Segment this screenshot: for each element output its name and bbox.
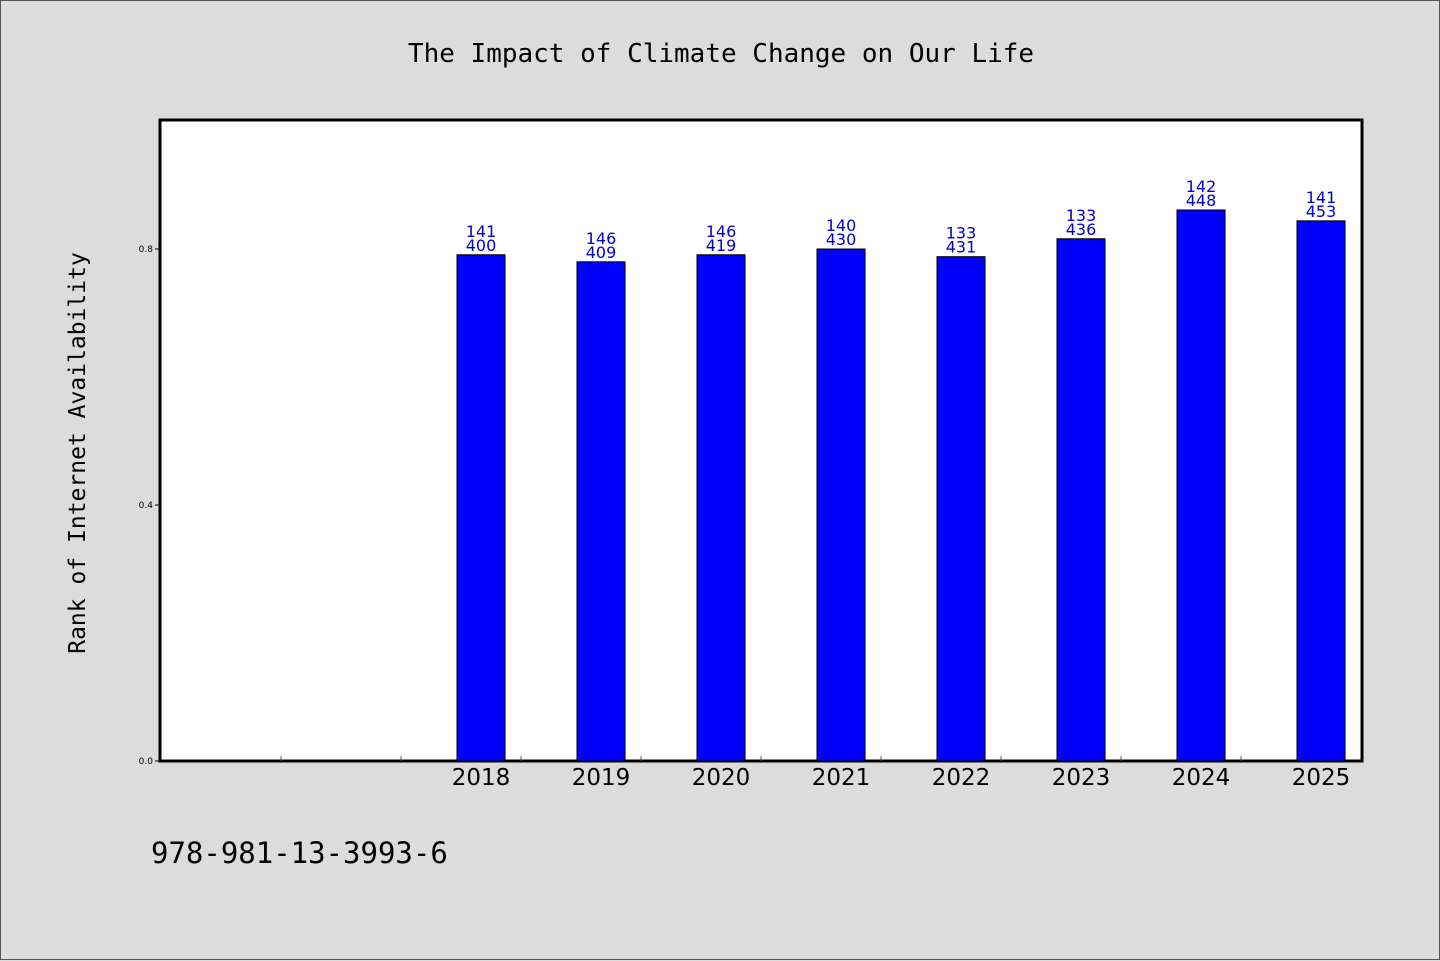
y-axis-label: Rank of Internet Availability bbox=[65, 252, 91, 654]
x-tick-label: 2018 bbox=[452, 765, 511, 791]
y-tick-label: 0.8 bbox=[139, 245, 154, 255]
bar-label-bottom: 419 bbox=[706, 236, 737, 255]
x-tick-label: 2023 bbox=[1052, 765, 1111, 791]
plot-area bbox=[158, 118, 1364, 763]
bar-label-top: 133 bbox=[1066, 206, 1097, 225]
x-tick-label: 2022 bbox=[932, 765, 991, 791]
x-axis-ticks: 2018 2019 2020 2021 2022 2023 2024 2025 bbox=[280, 756, 1351, 791]
bar-label-bottom: 430 bbox=[826, 230, 857, 249]
y-axis-ticks: 0.0 0.4 0.8 bbox=[139, 245, 161, 767]
bar bbox=[936, 256, 986, 762]
bar bbox=[1176, 209, 1226, 762]
y-tick-label: 0.0 bbox=[139, 757, 154, 767]
x-tick-label: 2019 bbox=[572, 765, 631, 791]
bar-label-bottom: 400 bbox=[466, 236, 497, 255]
x-tick-label: 2020 bbox=[692, 765, 751, 791]
bar bbox=[1296, 220, 1346, 762]
x-tick-label: 2025 bbox=[1292, 765, 1351, 791]
bar-label-bottom: 409 bbox=[586, 243, 617, 262]
chart-title: The Impact of Climate Change on Our Life bbox=[408, 39, 1034, 69]
x-tick-label: 2024 bbox=[1172, 765, 1231, 791]
bar bbox=[576, 261, 626, 762]
bar-label-top: 140 bbox=[826, 216, 857, 235]
bar-label-top: 141 bbox=[466, 222, 497, 241]
bar-label-bottom: 436 bbox=[1066, 220, 1097, 239]
y-tick-label: 0.4 bbox=[139, 501, 154, 511]
bar-label-top: 146 bbox=[586, 229, 617, 248]
bar-label-top: 133 bbox=[946, 224, 977, 243]
bar bbox=[456, 254, 506, 762]
x-tick-label: 2021 bbox=[812, 765, 871, 791]
bar-label-bottom: 431 bbox=[946, 238, 977, 257]
bar bbox=[696, 254, 746, 762]
bar-label-top: 141 bbox=[1306, 188, 1337, 207]
footer-code: 978-981-13-3993-6 bbox=[151, 836, 448, 870]
bar bbox=[816, 248, 866, 762]
bar-label-bottom: 453 bbox=[1306, 202, 1337, 221]
bars bbox=[456, 209, 1346, 762]
bar-label-bottom: 448 bbox=[1186, 191, 1217, 210]
bar-label-top: 142 bbox=[1186, 177, 1217, 196]
bar bbox=[1056, 238, 1106, 762]
bar-label-top: 146 bbox=[706, 222, 737, 241]
